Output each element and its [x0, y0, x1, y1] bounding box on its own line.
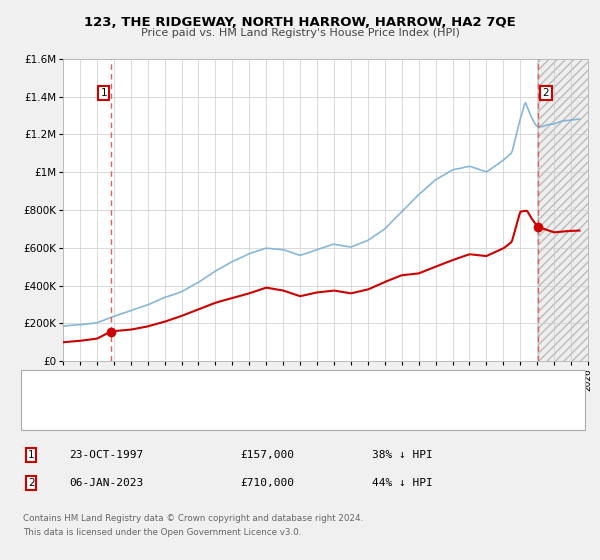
Bar: [538, 59, 588, 361]
Text: £157,000: £157,000: [240, 450, 294, 460]
Text: 44% ↓ HPI: 44% ↓ HPI: [372, 478, 433, 488]
Text: Price paid vs. HM Land Registry's House Price Index (HPI): Price paid vs. HM Land Registry's House …: [140, 28, 460, 38]
Text: 2: 2: [542, 88, 550, 98]
Text: 38% ↓ HPI: 38% ↓ HPI: [372, 450, 433, 460]
Text: 23-OCT-1997: 23-OCT-1997: [69, 450, 143, 460]
Bar: [538, 59, 588, 361]
FancyBboxPatch shape: [21, 370, 585, 430]
Text: Contains HM Land Registry data © Crown copyright and database right 2024.: Contains HM Land Registry data © Crown c…: [23, 514, 363, 523]
Text: This data is licensed under the Open Government Licence v3.0.: This data is licensed under the Open Gov…: [23, 528, 301, 536]
Text: HPI: Average price, detached house, Harrow: HPI: Average price, detached house, Harr…: [71, 412, 301, 421]
Text: 1: 1: [28, 450, 35, 460]
Text: 123, THE RIDGEWAY, NORTH HARROW, HARROW, HA2 7QE (detached house): 123, THE RIDGEWAY, NORTH HARROW, HARROW,…: [71, 381, 472, 391]
Text: £710,000: £710,000: [240, 478, 294, 488]
Text: 123, THE RIDGEWAY, NORTH HARROW, HARROW, HA2 7QE: 123, THE RIDGEWAY, NORTH HARROW, HARROW,…: [84, 16, 516, 29]
Text: 1: 1: [101, 88, 107, 98]
Text: 06-JAN-2023: 06-JAN-2023: [69, 478, 143, 488]
Text: 2: 2: [28, 478, 35, 488]
